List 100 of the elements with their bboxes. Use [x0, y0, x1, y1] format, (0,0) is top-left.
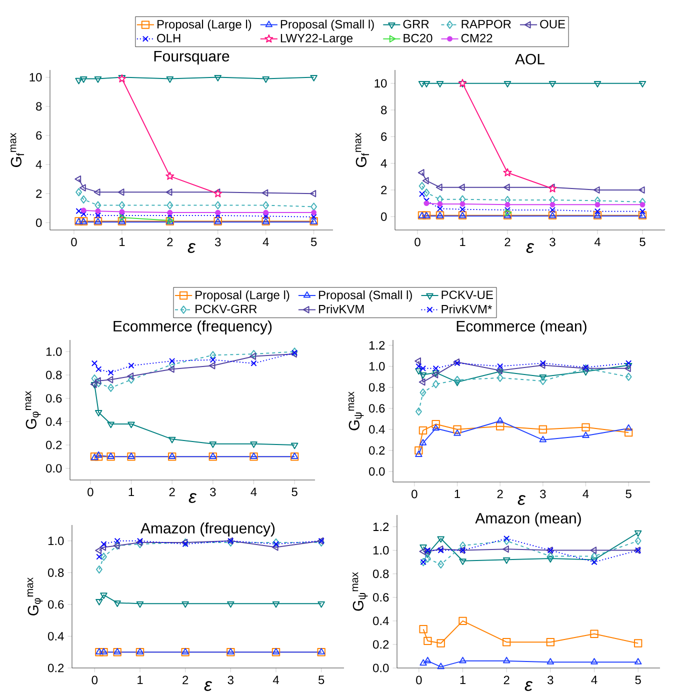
x-tick-label: 4	[594, 238, 600, 246]
y-tick-label: 0.4	[372, 616, 389, 626]
y-tick-label: 0.4	[48, 632, 64, 640]
x-tick-label: 0	[92, 676, 98, 684]
legend-label: PrivKVM*	[442, 304, 492, 314]
y-tick-label: 6	[381, 132, 387, 141]
x-axis-title: ε	[188, 243, 196, 254]
y-axis-title: G$_{φ}$max	[25, 390, 41, 429]
x-tick-label: 1	[128, 488, 134, 496]
y-tick-label: 1.0	[369, 362, 385, 371]
x-tick-label: 0	[412, 490, 418, 498]
y-tick-label: 2	[381, 186, 387, 194]
y-tick-label: 0.2	[368, 446, 385, 455]
y-tick-label: 4	[36, 160, 42, 169]
x-tick-label: 5	[626, 490, 632, 498]
x-tick-label: 2	[504, 238, 510, 246]
x-tick-label: 2	[167, 238, 173, 246]
y-axis-title: G$_{ψ}$max	[352, 572, 368, 611]
y-tick-label: 10	[374, 79, 387, 88]
x-axis-title: ε	[524, 681, 533, 692]
x-tick-label: 4	[272, 676, 279, 684]
x-tick-label: 5	[310, 238, 317, 246]
y-tick-label: 8	[381, 106, 387, 114]
x-tick-label: 2	[497, 490, 503, 498]
x-tick-label: 5	[318, 676, 324, 684]
y-axis-title: G$_{f}$max	[355, 132, 369, 167]
legend-label: Proposal (Large l)	[196, 290, 290, 302]
x-tick-label: 0	[414, 238, 420, 246]
x-tick-label: 3	[215, 238, 221, 246]
legend-label: GRR	[403, 20, 429, 28]
x-axis-title: ε	[518, 495, 526, 506]
legend-label: Proposal (Small l)	[280, 20, 374, 31]
y-tick-label: 1.0	[373, 546, 389, 555]
x-tick-label: 4	[250, 488, 257, 496]
chart-title: Foursquare	[154, 51, 230, 64]
x-tick-label: 5	[635, 676, 641, 684]
x-tick-label: 4	[262, 238, 269, 246]
y-tick-label: 0.6	[368, 404, 385, 413]
y-tick-label: 0.6	[46, 394, 62, 403]
legend-label: CM22	[461, 34, 492, 42]
chart-title: Amazon (frequency)	[140, 522, 275, 536]
legend-label: PrivKVM	[319, 304, 364, 314]
x-tick-label: 3	[228, 676, 234, 684]
y-tick-label: 10	[30, 73, 42, 82]
x-axis-title: ε	[204, 681, 212, 691]
x-tick-label: 0	[88, 488, 94, 496]
y-axis-title: G$_{ψ}$max	[348, 392, 364, 430]
x-tick-label: 2	[169, 488, 175, 496]
legend-label: OLH	[157, 34, 180, 42]
y-tick-label: 0.0	[46, 464, 62, 473]
chart-title: Ecommerce (frequency)	[114, 320, 272, 334]
y-tick-label: 0.2	[48, 664, 64, 672]
x-tick-label: 1	[460, 238, 466, 246]
x-tick-label: 5	[292, 488, 298, 496]
y-tick-label: 6	[36, 131, 42, 140]
y-tick-label: 0.6	[372, 593, 389, 602]
y-tick-label: 0	[36, 218, 42, 227]
legend-label: PCKV-UE	[442, 290, 493, 300]
x-tick-label: 3	[540, 490, 546, 498]
legend-label: LWY22-Large	[280, 34, 353, 45]
y-tick-label: 0.2	[46, 440, 62, 450]
y-tick-label: 0	[381, 212, 387, 221]
y-tick-label: 8	[36, 102, 42, 111]
y-tick-label: 0.6	[48, 600, 64, 609]
y-tick-label: 0.4	[46, 417, 62, 426]
x-tick-label: 1	[460, 676, 466, 684]
x-tick-label: 5	[640, 238, 646, 246]
y-tick-label: 0.0	[372, 664, 389, 672]
y-tick-label: 0.2	[372, 640, 389, 649]
legend-label: OUE	[540, 20, 566, 28]
x-axis-title: ε	[188, 493, 197, 504]
x-tick-label: 0	[71, 238, 77, 246]
legend-label: Proposal (Small l)	[319, 290, 412, 302]
y-tick-label: 0.8	[372, 570, 389, 578]
chart-title: Ecommerce (mean)	[456, 320, 586, 334]
y-tick-label: 1.2	[373, 522, 389, 531]
y-tick-label: 0.0	[368, 467, 385, 476]
y-tick-label: 1.2	[369, 341, 385, 350]
legend-label: BC20	[404, 34, 432, 42]
legend-label: Proposal (Large l)	[157, 20, 252, 31]
y-tick-label: 0.4	[368, 425, 385, 434]
x-tick-label: 4	[591, 676, 598, 684]
x-tick-label: 3	[548, 676, 554, 684]
y-tick-label: 1.0	[46, 347, 62, 356]
y-tick-label: 1.0	[48, 536, 64, 546]
legend-label: PCKV-GRR	[196, 304, 257, 314]
x-tick-label: 3	[550, 238, 556, 246]
chart-title: AOL	[515, 54, 545, 64]
x-tick-label: 2	[182, 676, 188, 684]
legend-label: RAPPOR	[462, 20, 511, 28]
y-tick-label: 4	[380, 159, 387, 168]
x-tick-label: 4	[582, 490, 589, 498]
chart-title: Amazon (mean)	[475, 512, 581, 527]
y-tick-label: 0.8	[46, 370, 62, 380]
x-tick-label: 3	[210, 488, 216, 496]
x-tick-label: 2	[504, 676, 510, 684]
x-tick-label: 1	[120, 238, 125, 246]
x-tick-label: 0	[416, 676, 422, 684]
y-axis-title: G$_{f}$max	[10, 132, 24, 167]
x-tick-label: 1	[138, 676, 143, 684]
